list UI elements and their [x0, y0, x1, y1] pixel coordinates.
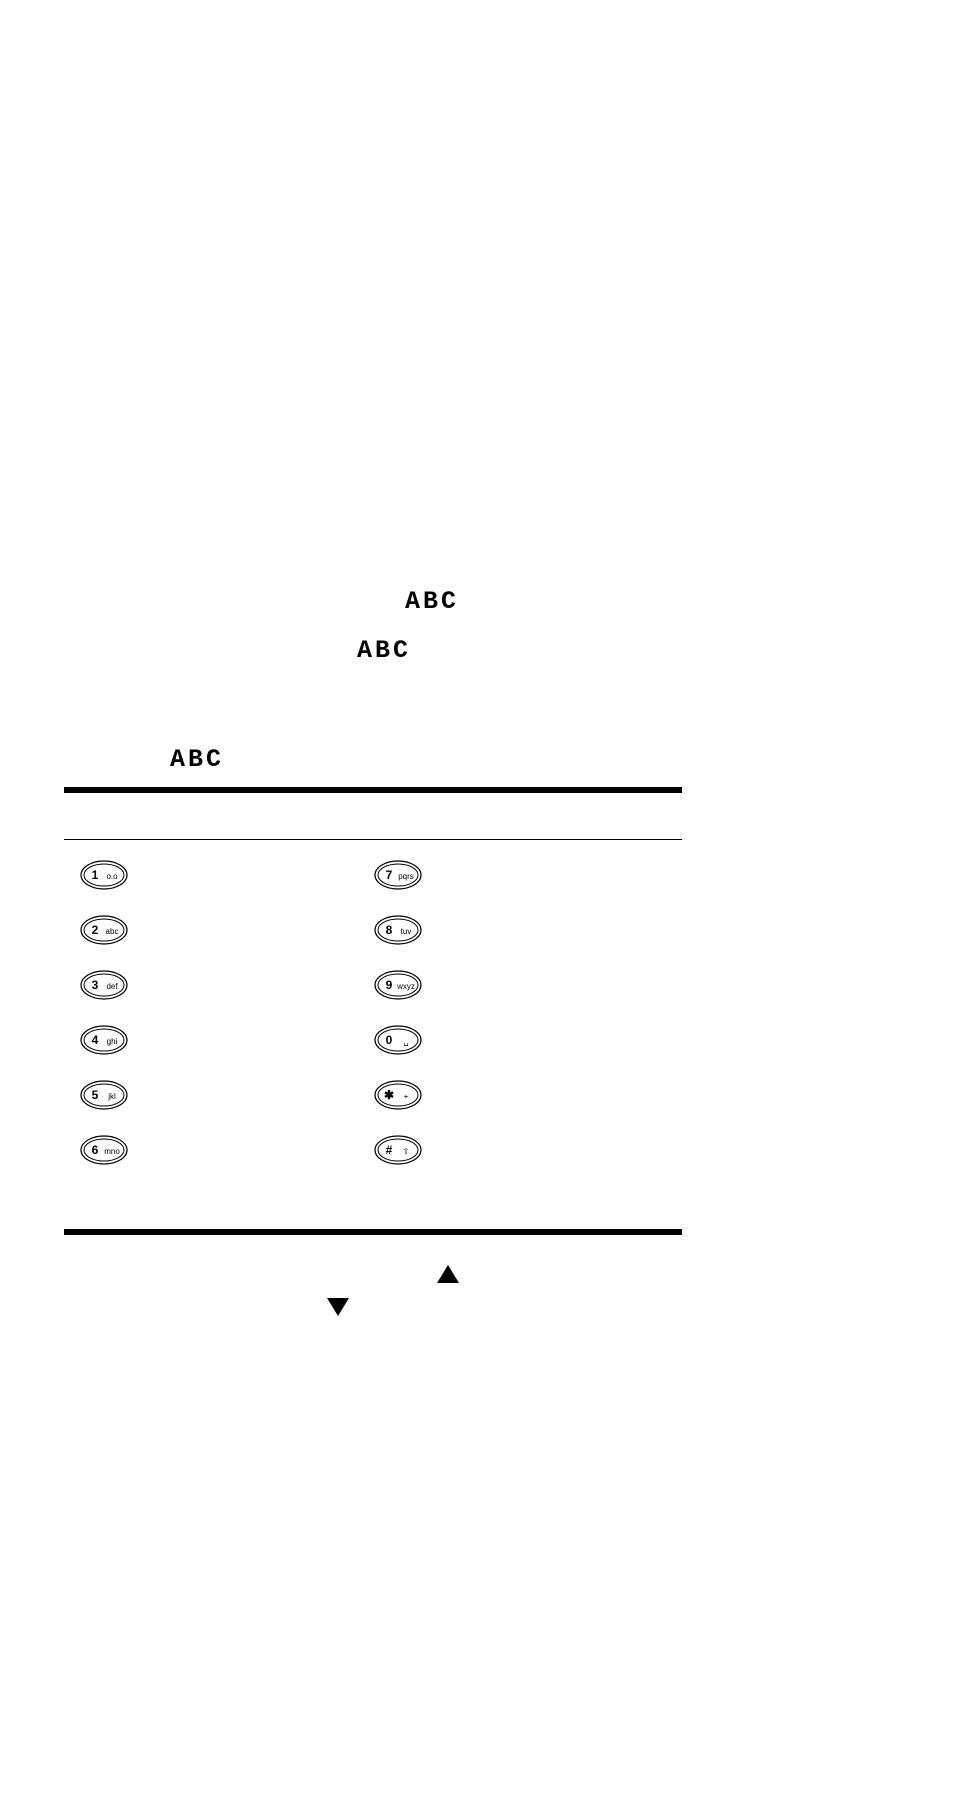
keypad-key-1[interactable]: 1 o.o: [80, 860, 128, 890]
page: ABC ABC ABC 1 o.o 2 abc 3 def 4 ghi 5 jkl 6 mno 7 pqr…: [0, 0, 954, 1803]
rule-thick-bottom: [64, 1229, 682, 1235]
svg-text:ghi: ghi: [107, 1037, 118, 1046]
svg-text:+: +: [404, 1092, 409, 1101]
abc-label-2: ABC: [357, 636, 411, 665]
svg-text:✱: ✱: [384, 1088, 394, 1102]
keypad-key-#[interactable]: #⇧: [374, 1135, 422, 1165]
keypad-key-7[interactable]: 7 pqrs: [374, 860, 422, 890]
abc-label-3: ABC: [170, 745, 224, 774]
keypad-key-8[interactable]: 8 tuv: [374, 915, 422, 945]
keypad-key-2[interactable]: 2 abc: [80, 915, 128, 945]
svg-text:def: def: [106, 982, 118, 991]
svg-text:2: 2: [92, 923, 99, 937]
svg-text:#: #: [386, 1143, 393, 1157]
keypad-key-9[interactable]: 9wxyz: [374, 970, 422, 1000]
svg-text:3: 3: [92, 978, 99, 992]
arrow-up-icon: [437, 1265, 459, 1283]
svg-text:1: 1: [92, 868, 99, 882]
svg-text:6: 6: [92, 1143, 99, 1157]
svg-text:4: 4: [92, 1033, 99, 1047]
svg-text:9: 9: [386, 978, 393, 992]
svg-text:pqrs: pqrs: [398, 872, 414, 881]
svg-text:␣: ␣: [403, 1037, 408, 1046]
keypad-key-4[interactable]: 4 ghi: [80, 1025, 128, 1055]
svg-text:mno: mno: [104, 1147, 120, 1156]
rule-thick-top: [64, 787, 682, 793]
svg-text:8: 8: [386, 923, 393, 937]
svg-text:wxyz: wxyz: [396, 982, 415, 991]
svg-text:0: 0: [386, 1033, 393, 1047]
keypad-key-5[interactable]: 5 jkl: [80, 1080, 128, 1110]
keypad-key-3[interactable]: 3 def: [80, 970, 128, 1000]
keypad-key-0[interactable]: 0␣: [374, 1025, 422, 1055]
arrow-down-icon: [327, 1298, 349, 1316]
svg-text:jkl: jkl: [107, 1092, 116, 1101]
keypad-key-✱[interactable]: ✱+: [374, 1080, 422, 1110]
svg-text:tuv: tuv: [401, 927, 412, 936]
svg-text:7: 7: [386, 868, 393, 882]
svg-text:⇧: ⇧: [403, 1147, 410, 1156]
abc-label-1: ABC: [405, 587, 459, 616]
svg-text:abc: abc: [106, 927, 119, 936]
svg-text:5: 5: [92, 1088, 99, 1102]
rule-thin-header: [64, 839, 682, 840]
svg-text:o.o: o.o: [106, 872, 118, 881]
keypad-key-6[interactable]: 6 mno: [80, 1135, 128, 1165]
